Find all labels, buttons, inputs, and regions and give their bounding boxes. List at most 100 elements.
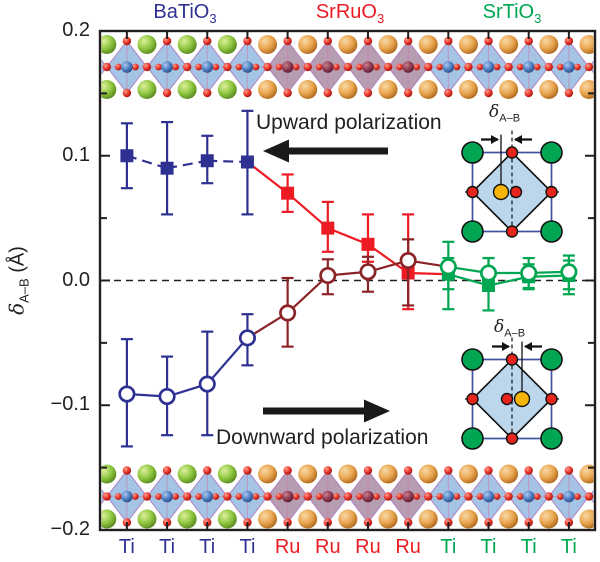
- downward-arrow-head: [364, 399, 390, 423]
- oxygen-sphere: [493, 493, 501, 500]
- a-site-sphere: [298, 80, 318, 99]
- oxygen-sphere: [235, 493, 243, 500]
- oxygen-sphere: [363, 88, 373, 98]
- delta-arrow-left-head: [502, 342, 510, 351]
- oxygen-sphere: [524, 466, 533, 475]
- inset-oxygen-atom: [466, 185, 479, 199]
- a-site-sphere: [539, 464, 559, 484]
- series-line: [408, 271, 449, 276]
- inset-a-site-atom: [461, 220, 484, 243]
- oxygen-sphere: [102, 492, 112, 501]
- a-site-sphere: [539, 509, 559, 529]
- series-line: [367, 243, 409, 274]
- a-site-sphere: [499, 80, 519, 99]
- oxygen-sphere: [162, 466, 172, 475]
- oxygen-sphere: [323, 36, 332, 46]
- region-label-text: SrRuO: [315, 1, 377, 23]
- oxygen-sphere: [122, 466, 132, 475]
- x-site-label: Ru: [274, 536, 301, 558]
- oxygen-sphere: [533, 493, 541, 500]
- b-site-sphere: [442, 61, 455, 73]
- oxygen-sphere: [436, 493, 444, 500]
- b-site-sphere: [81, 491, 93, 503]
- oxygen-sphere: [453, 493, 461, 500]
- oxygen-sphere: [564, 36, 574, 46]
- oxygen-sphere: [484, 88, 493, 98]
- oxygen-sphere: [524, 36, 533, 46]
- data-point-marker-square: [120, 149, 134, 163]
- delta-arrow-right-head: [524, 342, 532, 351]
- oxygen-sphere: [444, 36, 453, 46]
- inset-oxygen-atom: [466, 392, 479, 406]
- x-site-label: Ti: [480, 536, 497, 558]
- data-point-marker-square: [200, 154, 214, 168]
- inset-a-site-atom: [540, 348, 563, 371]
- oxygen-sphere: [383, 492, 393, 501]
- delta-arrow-left-head: [491, 135, 499, 144]
- data-point-marker-circle: [439, 258, 457, 276]
- oxygen-sphere: [556, 493, 564, 500]
- oxygen-sphere: [283, 88, 292, 98]
- a-site-sphere: [258, 80, 278, 99]
- x-site-label: Ru: [315, 536, 341, 558]
- inset-a-site-atom: [540, 220, 563, 243]
- a-site-sphere: [579, 509, 594, 529]
- inset-oxygen-atom: [505, 432, 519, 445]
- oxygen-sphere: [162, 36, 172, 46]
- oxygen-sphere: [363, 36, 373, 46]
- a-site-sphere: [579, 464, 594, 484]
- inset-delta-symbol: δ: [489, 102, 500, 122]
- oxygen-sphere: [263, 492, 272, 501]
- y-tick-label: −0.1: [50, 393, 90, 416]
- oxygen-sphere: [235, 63, 243, 71]
- series-line: [206, 337, 249, 385]
- oxygen-sphere: [252, 63, 260, 71]
- a-site-sphere: [338, 509, 358, 529]
- a-site-sphere: [137, 464, 157, 484]
- oxygen-sphere: [252, 493, 260, 500]
- oxygen-sphere: [332, 493, 340, 500]
- oxygen-sphere: [203, 466, 212, 475]
- b-site-sphere: [482, 490, 495, 503]
- inset-upper-delta-label: δA–B: [489, 102, 520, 124]
- oxygen-sphere: [493, 63, 501, 71]
- a-site-sphere: [338, 35, 358, 54]
- a-site-sphere: [378, 80, 398, 99]
- a-site-sphere: [298, 35, 318, 54]
- b-site-sphere: [121, 61, 133, 73]
- series-line: [166, 159, 208, 170]
- oxygen-sphere: [556, 63, 564, 71]
- y-tick-label: 0.2: [62, 19, 90, 41]
- oxygen-sphere: [283, 36, 292, 46]
- oxygen-sphere: [155, 493, 162, 500]
- oxygen-sphere: [573, 63, 581, 71]
- oxygen-sphere: [142, 62, 152, 72]
- inset-oxygen-atom: [509, 185, 523, 199]
- b-site-sphere: [362, 490, 374, 503]
- oxygen-sphere: [195, 493, 203, 500]
- b-site-sphere: [81, 61, 93, 73]
- inset-oxygen-atom: [545, 392, 558, 406]
- oxygen-sphere: [464, 62, 473, 72]
- oxygen-sphere: [424, 62, 433, 72]
- a-site-sphere: [177, 509, 197, 529]
- a-site-sphere: [217, 509, 237, 529]
- oxygen-sphere: [573, 493, 581, 500]
- a-site-sphere: [539, 35, 559, 54]
- oxygen-sphere: [132, 493, 139, 500]
- oxygen-sphere: [464, 492, 473, 501]
- oxygen-sphere: [403, 88, 413, 98]
- data-point-marker-circle: [198, 375, 216, 393]
- b-site-sphere: [563, 490, 575, 503]
- oxygen-sphere: [413, 493, 421, 500]
- oxygen-sphere: [396, 493, 404, 500]
- inset-delta-subscript: A–B: [499, 112, 521, 125]
- a-site-sphere: [418, 35, 438, 54]
- b-site-sphere: [522, 61, 535, 73]
- a-site-sphere: [258, 35, 278, 54]
- a-site-sphere: [418, 80, 438, 99]
- data-point-marker-circle: [118, 385, 136, 403]
- b-site-sphere: [161, 61, 173, 73]
